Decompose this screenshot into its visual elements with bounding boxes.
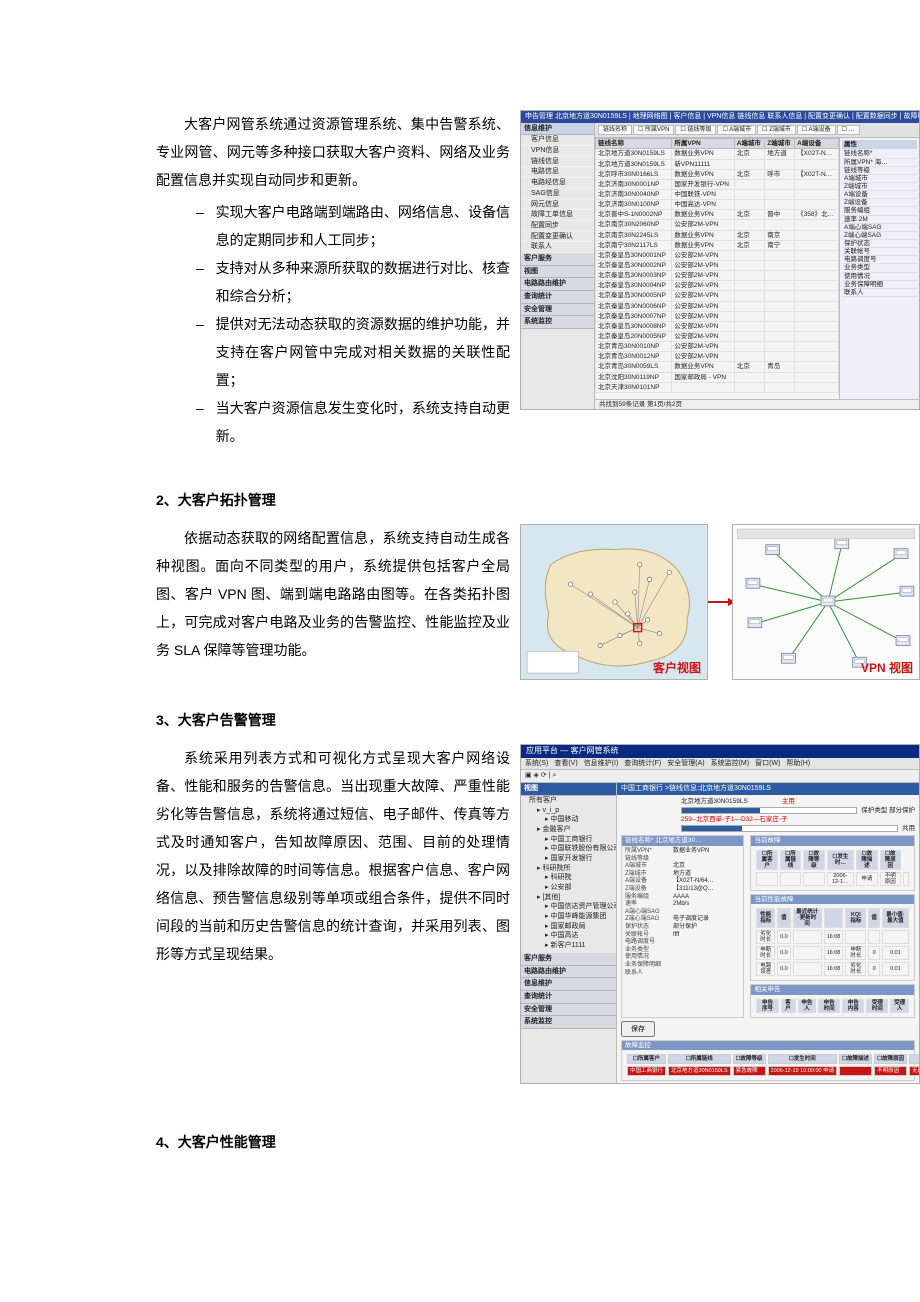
fig2-vpn-panel: VPN 视图 [732,524,920,680]
figure-3-screenshot: 应用平台 — 客户网管系统 系统(S)查看(V)信息维护(I)查询统计(F)安全… [520,744,920,1084]
figure-2-topology: 客户视图 VPN 视图 [520,524,920,680]
fig3-form: 北京地方道30N0159LS 主用 保护类型 部分保护 259--北京西单-子1… [617,795,919,1083]
fig3-toolbar: ▣ ◈ ⟳ | ⌕ [521,770,919,783]
table-row: 北京地方道30N0159LS数据业务VPN北京地方道【X02T-N… [596,149,839,159]
fig2-map-panel: 客户视图 [520,524,708,680]
fig3-menubar: 系统(S)查看(V)信息维护(I)查询统计(F)安全管理(A)系统监控(M)窗口… [521,758,919,771]
heading-section-4: 4、大客户性能管理 [156,1132,820,1152]
fig3-sidebar: 视图 所有客户▸ v_i_p▸ 中国移动▸ 金融客户▸ 中国工商银行▸ 中国联铁… [521,783,617,1083]
table-row: 北京呼市30N0166LS数据业务VPN北京呼市【X02T-N… [596,169,839,179]
intro-bullet: 提供对无法动态获取的资源数据的维护功能，并支持在客户网管中完成对相关数据的关联性… [196,310,820,394]
fig1-properties: 属性 链线名称*所属VPN* 海…链线等级A端城市Z端城市A端设备Z端设备服务编… [839,138,919,399]
fig1-titlebar: 申告管理 北京地方道30N0159LS | 地理网络图 | 客户信息 | VPN… [521,111,919,123]
heading-section-2: 2、大客户拓扑管理 [156,490,820,510]
fig1-side-active: 信息维护 [521,123,594,136]
intro-bullet: 实现大客户电路端到端路由、网络信息、设备信息的定期同步和人工同步； [196,198,820,254]
fig3-breadcrumb: 中国工商银行 >链线信息:北京地方道30N0159LS [617,783,919,795]
table-row: 北京济南30N0001NP国家开发银行-VPN [596,179,839,189]
intro-bullet-list: 实现大客户电路端到端路由、网络信息、设备信息的定期同步和人工同步；支持对从多种来… [156,198,820,450]
fig2-arrow [708,524,732,680]
fig3-save-button[interactable]: 保存 [621,1021,655,1037]
intro-bullet: 支持对从多种来源所获取的数据进行对比、核查和综合分析； [196,254,820,310]
intro-bullet: 当大客户资源信息发生变化时，系统支持自动更新。 [196,394,820,450]
fig3-titlebar: 应用平台 — 客户网管系统 [521,745,919,758]
fig1-filter-tabs: 链线名称☐ 所属VPN☐ 链线等级☐ A端城市☐ Z端城市☐ A端设备☐ … [595,123,919,139]
heading-section-3: 3、大客户告警管理 [156,710,820,730]
table-row: 北京地方道30N0159LS新VPN11111 [596,159,839,169]
